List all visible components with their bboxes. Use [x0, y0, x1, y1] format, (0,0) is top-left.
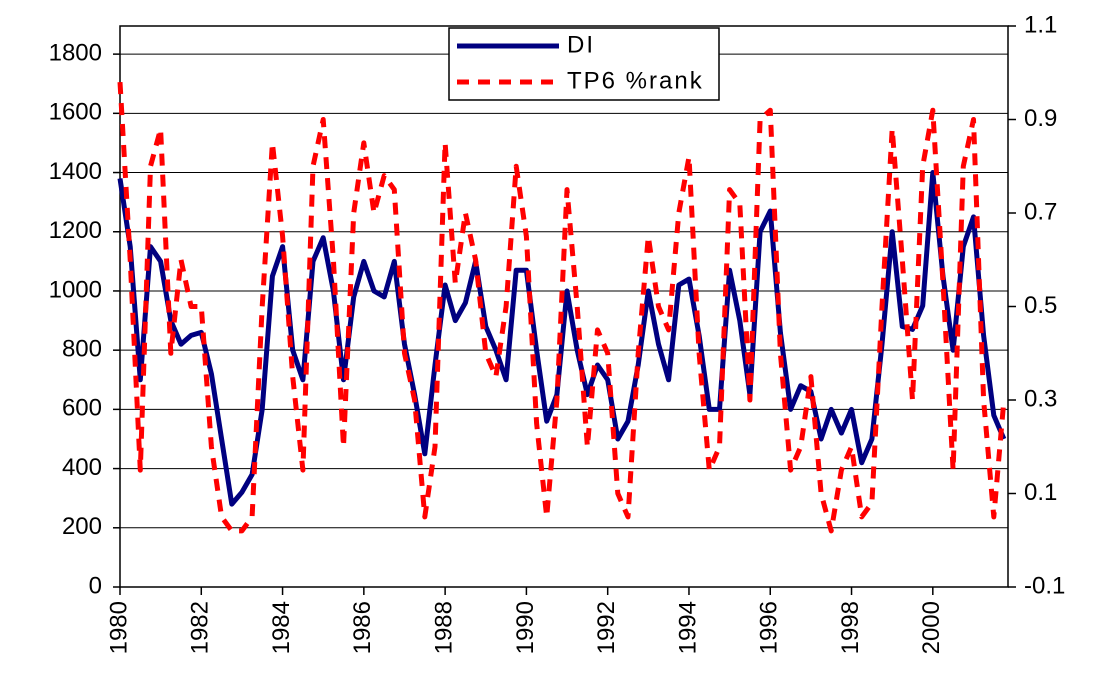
- y-tick-label: 1200: [49, 217, 102, 244]
- y2-tick-label: 0.9: [1024, 105, 1057, 132]
- x-tick-label: 1992: [593, 601, 620, 654]
- y2-tick-label: 0.3: [1024, 385, 1057, 412]
- y2-tick-label: -0.1: [1024, 572, 1065, 599]
- x-tick-label: 1982: [187, 601, 214, 654]
- y-tick-label: 1600: [49, 99, 102, 126]
- x-tick-label: 1998: [837, 601, 864, 654]
- x-tick-label: 1980: [105, 601, 132, 654]
- series-line: [117, 81, 1007, 534]
- legend-label: DI: [567, 31, 595, 58]
- y-tick-label: 400: [62, 454, 102, 481]
- y-tick-label: 800: [62, 336, 102, 363]
- y-tick-label: 1800: [49, 39, 102, 66]
- x-tick-label: 1984: [268, 601, 295, 654]
- y-tick-label: 0: [89, 572, 102, 599]
- x-tick-label: 1996: [756, 601, 783, 654]
- legend-label: TP6 %rank: [567, 67, 704, 94]
- legend-box: [448, 27, 720, 101]
- y-tick-label: 1000: [49, 276, 102, 303]
- y2-tick-label: 0.5: [1024, 292, 1057, 319]
- x-tick-label: 1990: [512, 601, 539, 654]
- y2-tick-label: 0.7: [1024, 198, 1057, 225]
- x-tick-label: 1988: [430, 601, 457, 654]
- x-tick-label: 1994: [674, 601, 701, 654]
- y-tick-label: 200: [62, 513, 102, 540]
- y-tick-label: 600: [62, 395, 102, 422]
- x-tick-label: 1986: [349, 601, 376, 654]
- y-tick-label: 1400: [49, 158, 102, 185]
- y2-tick-label: 0.1: [1024, 479, 1057, 506]
- x-tick-label: 2000: [918, 601, 945, 654]
- y2-tick-label: 1.1: [1024, 11, 1057, 38]
- plot-area: [119, 25, 1009, 588]
